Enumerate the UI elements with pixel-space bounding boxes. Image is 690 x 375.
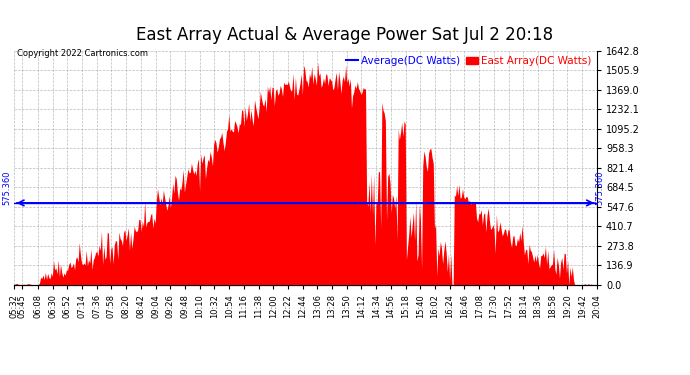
- Legend: Average(DC Watts), East Array(DC Watts): Average(DC Watts), East Array(DC Watts): [346, 56, 591, 66]
- Text: East Array Actual & Average Power Sat Jul 2 20:18: East Array Actual & Average Power Sat Ju…: [137, 26, 553, 44]
- Text: 575.360: 575.360: [2, 170, 12, 205]
- Text: 575.360: 575.360: [595, 170, 605, 205]
- Text: Copyright 2022 Cartronics.com: Copyright 2022 Cartronics.com: [17, 49, 148, 58]
